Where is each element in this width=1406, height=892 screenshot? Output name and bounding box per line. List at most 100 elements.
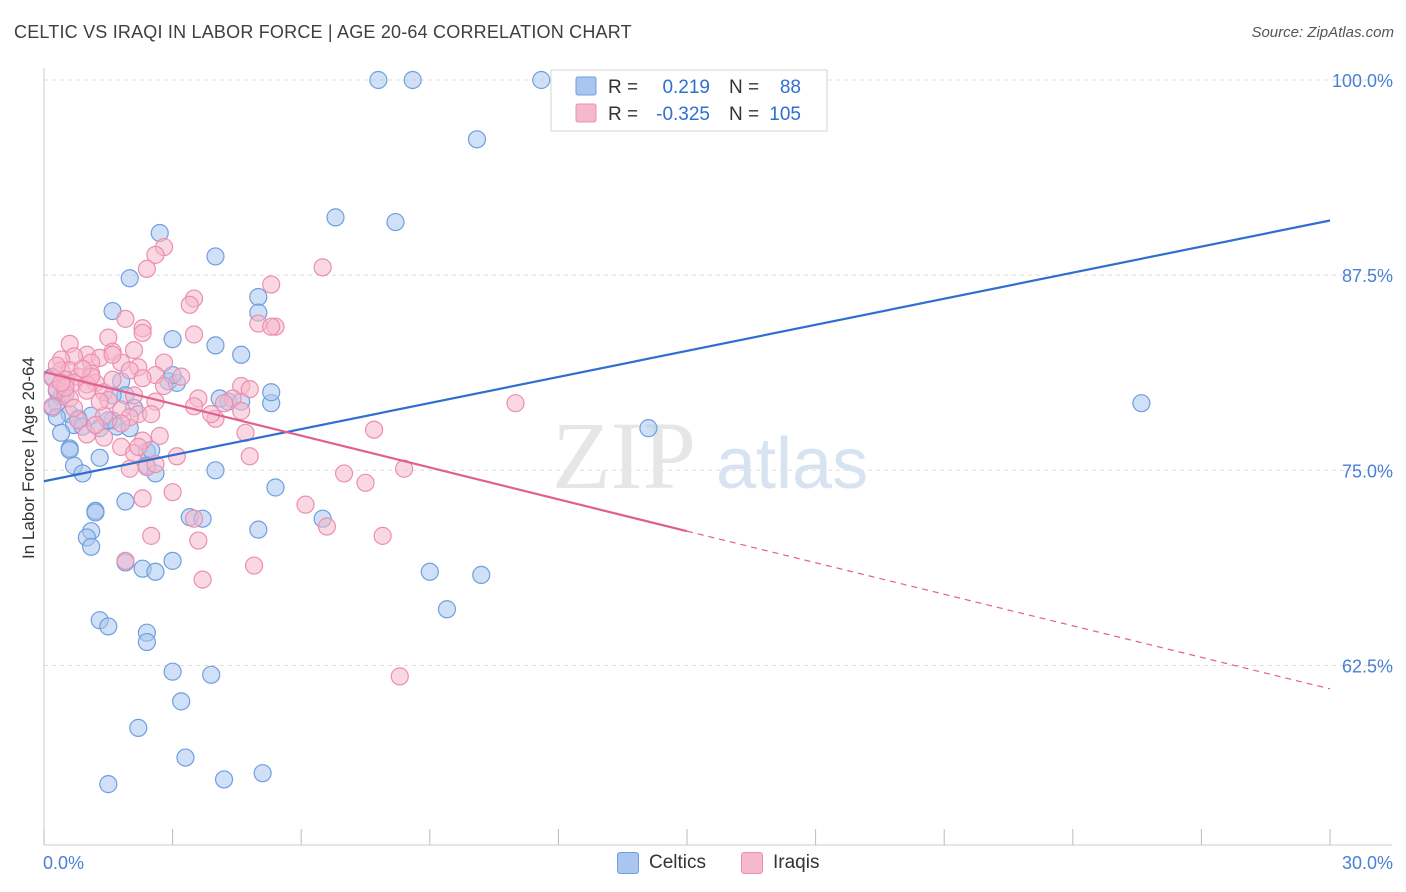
celtic-point — [202, 665, 221, 684]
celtic-point — [129, 718, 148, 738]
celtic-point — [172, 692, 191, 711]
bottom-legend-celtics: Celtics — [617, 852, 706, 874]
bottom-legend-iraqis: Iraqis — [741, 852, 819, 874]
celtic-trend-line — [43, 219, 1331, 483]
iraqi-point — [154, 376, 174, 396]
celtic-point — [99, 617, 118, 636]
celtic-point — [163, 551, 182, 570]
watermark-zip: ZIP — [552, 402, 696, 509]
iraqi-point — [150, 426, 169, 446]
iraqi-point — [296, 495, 315, 514]
celtic-point — [82, 537, 101, 556]
celtic-point — [163, 330, 182, 349]
x-tick-label: 0.0% — [43, 853, 84, 873]
iraqi-point — [189, 531, 208, 550]
celtic-point — [99, 775, 118, 794]
celtic-point — [266, 478, 285, 497]
iraqi-point — [133, 489, 152, 508]
iraqi-point — [373, 526, 392, 545]
celtic-point — [206, 336, 225, 355]
legend-n-value-iraqis: 105 — [769, 104, 801, 125]
chart-title: CELTIC VS IRAQI IN LABOR FORCE | AGE 20-… — [14, 22, 632, 42]
celtic-point — [249, 520, 268, 539]
iraqi-point — [86, 415, 105, 435]
iraqi-point — [43, 397, 62, 416]
celtic-point — [532, 70, 551, 90]
iraqi-point — [133, 369, 152, 388]
iraqi-point — [154, 353, 174, 372]
grid-lines — [44, 79, 1392, 666]
source-label: Source: ZipAtlas.com — [1251, 24, 1394, 41]
iraqi-point — [193, 570, 212, 589]
bottom-legend: Celtics Iraqis — [0, 850, 1406, 880]
iraqi-point — [313, 258, 332, 277]
legend-n-value-celtics: 88 — [780, 77, 801, 98]
iraqi-point — [103, 345, 122, 364]
celtic-point — [326, 208, 345, 227]
celtic-point — [52, 423, 71, 442]
celtic-point — [176, 748, 195, 767]
iraqi-point — [244, 556, 264, 575]
celtic-point — [467, 130, 487, 149]
iraqi-point — [112, 414, 131, 433]
iraqi-point — [47, 356, 66, 375]
iraqi-point — [142, 526, 161, 545]
celtic-point — [60, 440, 79, 460]
iraqi-point — [163, 483, 182, 502]
iraqi-point — [262, 317, 281, 336]
celtic-point — [403, 70, 422, 90]
y-axis-label: In Labor Force | Age 20-64 — [19, 357, 38, 559]
iraqi-point — [240, 380, 259, 399]
celtic-point — [253, 764, 272, 783]
celtic-point — [206, 461, 225, 480]
legend: R = 0.219 N = 88 R = -0.325 N = 105 — [550, 69, 828, 132]
legend-r-label-iraqis: R = — [608, 104, 638, 125]
celtic-point — [472, 565, 491, 585]
legend-swatch-celtics — [575, 76, 597, 96]
iraqi-point — [129, 437, 148, 456]
iraqi-point — [64, 398, 84, 417]
celtic-point — [232, 345, 251, 364]
iraqis-swatch — [741, 852, 763, 874]
celtic-point — [262, 383, 281, 402]
celtic-point — [86, 503, 105, 522]
y-tick-label: 100.0% — [1332, 71, 1393, 91]
iraqi-point — [240, 447, 259, 466]
celtic-point — [369, 70, 388, 90]
trend-lines — [43, 219, 1331, 690]
celtic-point — [1132, 394, 1151, 413]
y-tick-label: 62.5% — [1342, 656, 1393, 676]
data-points — [43, 70, 1151, 794]
iraqi-point — [180, 295, 199, 314]
watermark-atlas: atlas — [716, 424, 868, 504]
celtic-point — [249, 287, 268, 307]
iraqi-point — [52, 373, 71, 392]
iraqi-point — [103, 370, 122, 389]
celtic-point — [163, 662, 182, 681]
iraqi-point — [124, 340, 144, 360]
legend-n-label-iraqis: N = — [729, 104, 759, 125]
iraqi-point — [184, 509, 204, 528]
iraqi-point — [317, 517, 337, 536]
celtic-point — [206, 247, 225, 266]
iraqi-point — [116, 309, 135, 328]
iraqi-trend-line — [43, 370, 688, 533]
celtics-legend-label: Celtics — [649, 852, 707, 873]
celtic-point — [214, 770, 234, 789]
iraqi-point — [184, 325, 204, 344]
legend-swatch-iraqis — [575, 103, 597, 123]
celtic-point — [120, 269, 139, 288]
x-tick-label: 30.0% — [1342, 853, 1393, 873]
celtic-point — [146, 562, 165, 581]
legend-r-value-iraqis: -0.325 — [656, 104, 710, 125]
celtic-point — [437, 600, 457, 619]
legend-r-value-celtics: 0.219 — [662, 77, 710, 98]
iraqi-point — [334, 464, 354, 483]
iraqi-point — [232, 401, 251, 421]
celtic-point — [137, 632, 156, 652]
watermark: ZIP atlas — [552, 402, 868, 509]
iraqis-legend-label: Iraqis — [773, 852, 820, 873]
iraqi-point — [172, 367, 191, 386]
iraqi-point — [137, 259, 156, 279]
